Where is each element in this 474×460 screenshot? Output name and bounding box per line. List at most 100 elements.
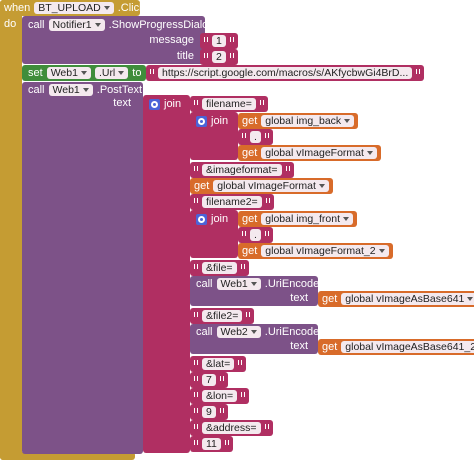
quote-icon: [246, 311, 251, 317]
quote-icon: [240, 263, 245, 269]
dropdown-arrow: [366, 151, 373, 155]
get-keyword: get: [322, 293, 338, 305]
event-header: when BT_UPLOAD .Click: [0, 0, 149, 16]
method-name: .UriEncode: [264, 278, 320, 290]
uriencode-header: call Web2 .UriEncode: [192, 324, 323, 340]
field-text: Web2: [220, 326, 248, 338]
text-value: &lat=: [202, 358, 235, 370]
text-block: &address=: [190, 420, 273, 436]
text-value: &address=: [202, 422, 261, 434]
field-text: global img_front: [265, 213, 341, 225]
event-block-bottom: [0, 452, 135, 460]
join-header: join: [192, 113, 232, 129]
variable-dropdown[interactable]: global vImageAsBase641: [341, 293, 474, 305]
text-block: &lon=: [190, 388, 250, 404]
component-dropdown[interactable]: BT_UPLOAD: [34, 2, 114, 14]
to-keyword: to: [132, 67, 142, 79]
field-text: 2: [216, 51, 222, 63]
text-value: 7: [202, 374, 216, 386]
quote-icon: [194, 99, 198, 105]
get-block: get global img_back: [238, 113, 359, 129]
quote-icon: [265, 197, 270, 203]
quote-icon: [194, 423, 198, 429]
text-value: 1: [212, 35, 226, 47]
variable-dropdown[interactable]: global img_front: [261, 213, 354, 225]
param-label: text: [113, 97, 131, 109]
method-name: .PostText: [96, 84, 143, 96]
variable-dropdown[interactable]: global vImageFormat_2: [261, 245, 389, 257]
quote-icon: [150, 68, 154, 74]
join-label: join: [164, 98, 182, 110]
variable-dropdown[interactable]: global vImageFormat: [261, 147, 377, 159]
get-keyword: get: [242, 213, 258, 225]
dropdown-arrow: [250, 282, 257, 286]
component-dropdown[interactable]: Notifier1: [48, 19, 105, 31]
variable-dropdown[interactable]: global vImageAsBase641_2: [341, 341, 474, 353]
quote-icon: [264, 230, 269, 236]
text-value: &file2=: [202, 310, 243, 322]
join-header: join: [145, 96, 185, 112]
quote-icon: [285, 165, 290, 171]
component-dropdown[interactable]: Web2: [216, 326, 261, 338]
quote-icon: [194, 439, 198, 445]
dropdown-arrow: [80, 71, 87, 75]
get-keyword: get: [194, 180, 210, 192]
quote-icon: [194, 407, 198, 413]
text-block: https://script.google.com/macros/s/AKfyc…: [146, 65, 425, 81]
variable-dropdown[interactable]: global img_back: [261, 115, 355, 127]
quote-icon: [416, 68, 421, 74]
param-label: title: [176, 50, 194, 62]
text-value: 11: [202, 438, 221, 450]
text-block: .: [238, 227, 273, 243]
component-dropdown[interactable]: Web1: [48, 84, 93, 96]
event-block-side: [0, 0, 22, 460]
call-keyword: call: [28, 84, 45, 96]
quote-icon: [194, 359, 198, 365]
text-value: &lon=: [202, 390, 238, 402]
text-block: 7: [190, 372, 228, 388]
field-text: filename2=: [206, 196, 258, 208]
dropdown-arrow: [378, 249, 385, 253]
field-text: &file=: [206, 262, 233, 274]
method-name: .UriEncode: [264, 326, 320, 338]
field-text: global vImageFormat_2: [265, 245, 376, 257]
component-dropdown[interactable]: Web1: [216, 278, 261, 290]
call-keyword: call: [196, 278, 213, 290]
do-label: do: [0, 16, 20, 32]
text-block: 11: [190, 436, 233, 452]
get-keyword: get: [242, 147, 258, 159]
field-text: global vImageFormat: [217, 180, 316, 192]
quote-icon: [219, 407, 224, 413]
field-text: &address=: [206, 422, 257, 434]
field-text: 7: [206, 374, 212, 386]
mutator-icon: [196, 115, 207, 127]
variable-dropdown[interactable]: global vImageFormat: [213, 180, 329, 192]
text-value: filename2=: [202, 196, 262, 208]
dropdown-arrow: [118, 71, 125, 75]
dropdown-arrow: [344, 119, 351, 123]
get-block: get global vImageFormat_2: [238, 243, 393, 259]
quote-icon: [238, 359, 243, 365]
component-dropdown[interactable]: Web1: [46, 67, 91, 79]
set-header: set Web1 .Url to: [24, 65, 145, 81]
property-dropdown[interactable]: .Url: [94, 67, 129, 79]
dropdown-arrow: [467, 297, 474, 301]
quote-icon: [264, 132, 269, 138]
posttext-header: call Web1 .PostText: [24, 82, 146, 98]
quote-icon: [242, 132, 246, 138]
text-value: https://script.google.com/macros/s/AKfyc…: [158, 67, 413, 79]
quote-icon: [224, 439, 229, 445]
quote-icon: [194, 263, 198, 269]
quote-icon: [204, 36, 208, 42]
set-keyword: set: [28, 67, 43, 79]
field-text: 11: [206, 438, 217, 450]
text-block: 1: [200, 33, 238, 49]
quote-icon: [194, 391, 198, 397]
field-text: global vImageAsBase641: [345, 293, 465, 305]
join-label: join: [211, 213, 229, 225]
join-header: join: [192, 211, 232, 227]
text-block: &file2=: [190, 308, 255, 324]
text-block: 2: [200, 49, 238, 65]
get-keyword: get: [322, 341, 338, 353]
